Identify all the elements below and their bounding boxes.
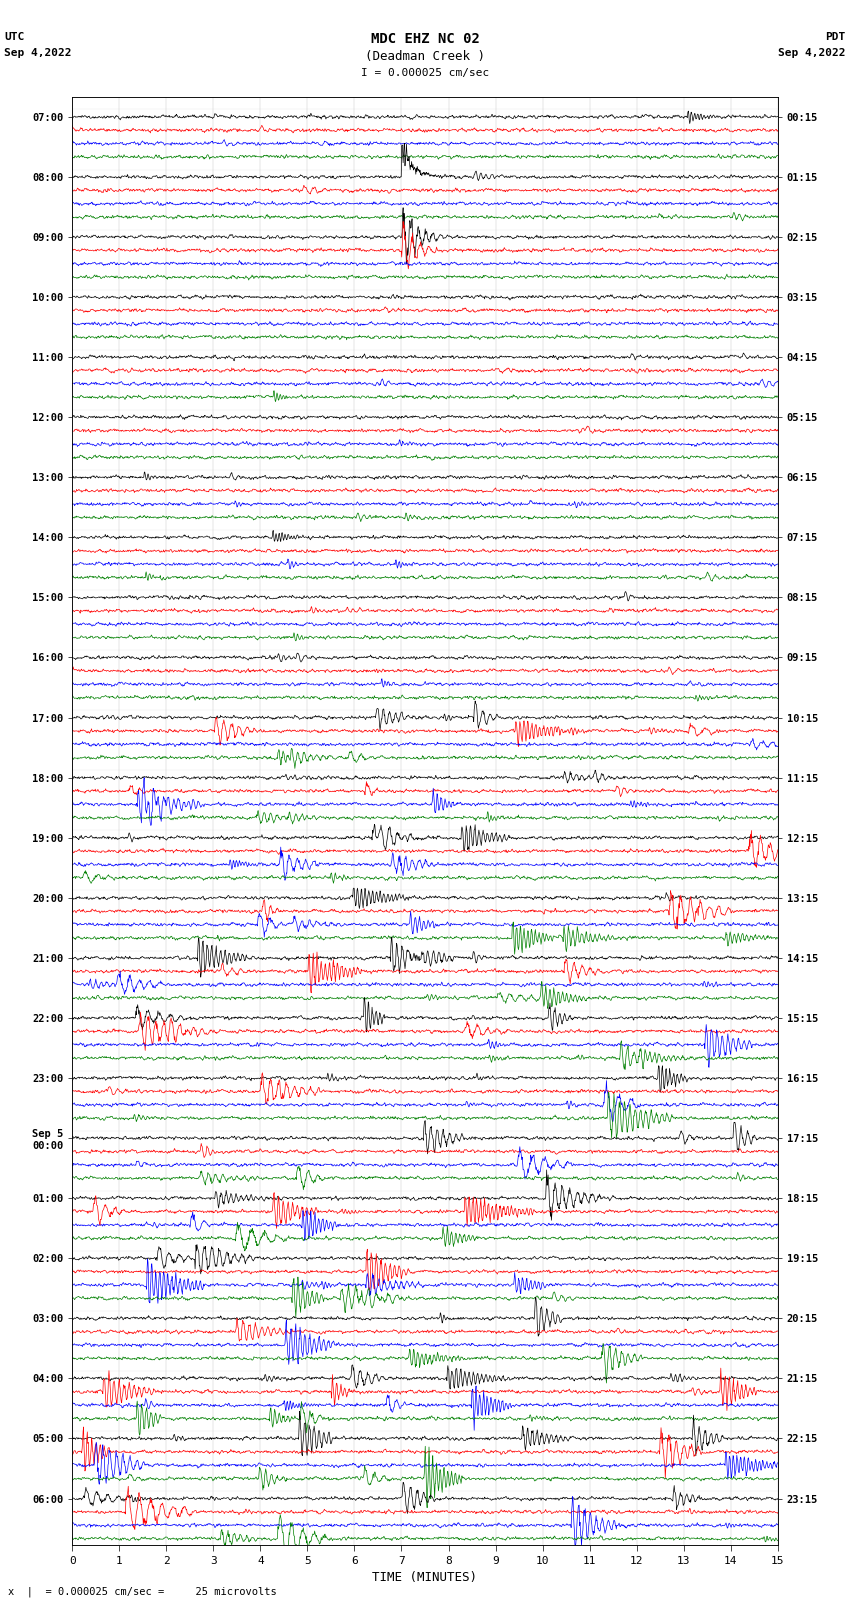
Text: x  |  = 0.000025 cm/sec =     25 microvolts: x | = 0.000025 cm/sec = 25 microvolts [8,1586,277,1597]
Text: MDC EHZ NC 02: MDC EHZ NC 02 [371,32,479,47]
Text: I = 0.000025 cm/sec: I = 0.000025 cm/sec [361,68,489,77]
Text: UTC: UTC [4,32,25,42]
Text: Sep 4,2022: Sep 4,2022 [4,48,71,58]
Text: (Deadman Creek ): (Deadman Creek ) [365,50,485,63]
X-axis label: TIME (MINUTES): TIME (MINUTES) [372,1571,478,1584]
Text: PDT: PDT [825,32,846,42]
Text: Sep 4,2022: Sep 4,2022 [779,48,846,58]
